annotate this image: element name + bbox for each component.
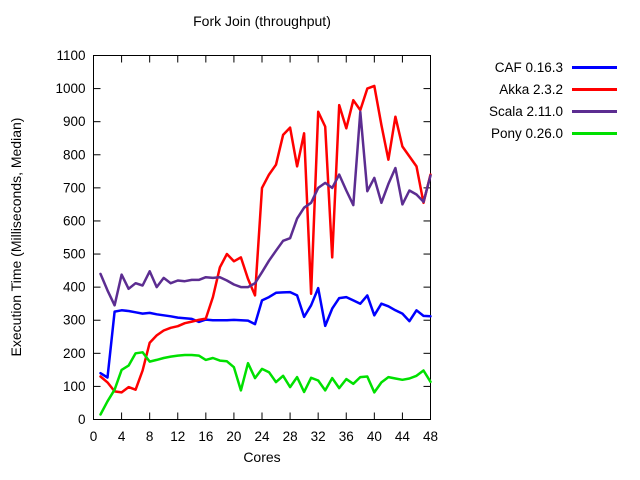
x-tick-label: 12 — [170, 429, 185, 444]
y-tick-label: 200 — [63, 346, 86, 361]
series-line-akka-2-3-2 — [99, 84, 432, 394]
y-tick-label: 1000 — [55, 81, 85, 96]
legend-item: Akka 2.3.2 — [440, 78, 625, 100]
x-tick-label: 8 — [146, 429, 154, 444]
legend-item: Scala 2.11.0 — [440, 100, 625, 122]
y-tick-label: 700 — [63, 180, 86, 195]
chart-title: Fork Join (throughput) — [193, 13, 331, 29]
y-tick-label: 900 — [63, 114, 86, 129]
legend-item: CAF 0.16.3 — [440, 56, 625, 78]
x-tick-label: 16 — [198, 429, 213, 444]
legend-label: Pony 0.26.0 — [490, 125, 563, 141]
x-axis-title: Cores — [243, 449, 281, 465]
legend-line-sample — [572, 87, 617, 91]
series-line-caf-0-16-3 — [99, 286, 432, 379]
y-tick-label: 0 — [78, 412, 86, 427]
y-tick-label: 400 — [63, 280, 86, 295]
y-tick-label: 300 — [63, 313, 86, 328]
x-tick-label: 40 — [367, 429, 382, 444]
y-tick-label: 100 — [63, 379, 86, 394]
y-tick-label: 500 — [63, 247, 86, 262]
legend-line-sample — [572, 131, 617, 135]
legend: CAF 0.16.3 Akka 2.3.2 Scala 2.11.0 Pony … — [440, 56, 625, 144]
x-tick-label: 44 — [395, 429, 411, 444]
legend-item: Pony 0.26.0 — [440, 122, 625, 144]
y-tick-label: 1100 — [56, 48, 85, 63]
x-tick-label: 28 — [283, 429, 298, 444]
x-tick-label: 48 — [423, 429, 438, 444]
y-tick-label: 800 — [63, 147, 86, 162]
series-line-pony-0-26-0 — [99, 351, 432, 416]
legend-label: CAF 0.16.3 — [494, 59, 563, 75]
legend-label: Akka 2.3.2 — [499, 81, 563, 97]
legend-line-sample — [572, 109, 617, 113]
y-tick-label: 600 — [63, 213, 86, 228]
x-tick-label: 20 — [226, 429, 241, 444]
y-axis-title: Execution Time (Milliseconds, Median) — [8, 117, 24, 357]
x-tick-label: 32 — [311, 429, 326, 444]
x-tick-label: 4 — [118, 429, 126, 444]
legend-line-sample — [572, 65, 617, 69]
legend-label: Scala 2.11.0 — [488, 103, 563, 119]
x-tick-label: 0 — [90, 429, 98, 444]
series-line-scala-2-11-0 — [99, 110, 432, 307]
x-tick-label: 24 — [254, 429, 270, 444]
x-tick-label: 36 — [339, 429, 354, 444]
